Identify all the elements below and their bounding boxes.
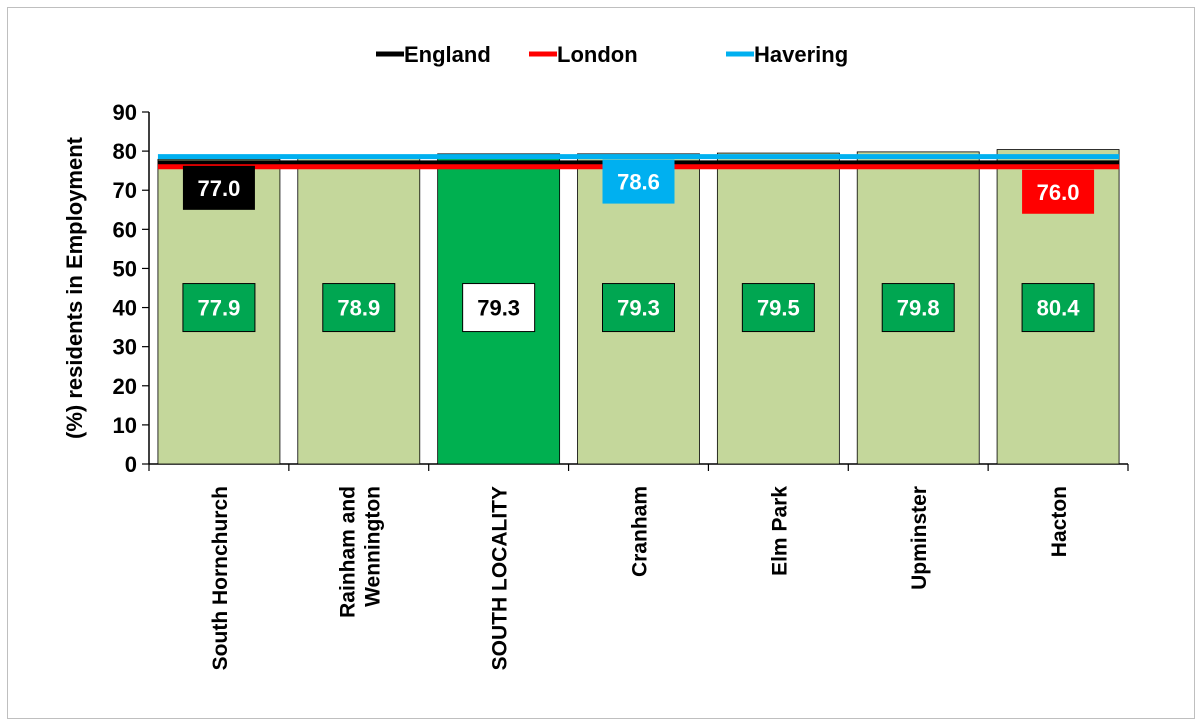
category-labels: South Hornchurch Rainham and Wennington SOU… — [209, 486, 1071, 671]
data-label: 79.8 — [897, 296, 940, 321]
data-label: 77.9 — [198, 296, 241, 321]
category-label: Rainham and — [336, 486, 359, 618]
y-tick-label: 50 — [113, 256, 137, 281]
y-tick-label: 60 — [113, 217, 137, 242]
data-label-box — [741, 283, 815, 333]
y-tick-label: 0 — [125, 452, 137, 477]
chart-frame: England London Havering 0 10 20 30 40 50 60 70 80 9… — [7, 7, 1195, 719]
data-label-box — [182, 283, 256, 333]
legend-label-england: England — [404, 42, 491, 67]
legend-label-havering: Havering — [754, 42, 848, 67]
y-axis-title: (%) residents in Employment — [62, 136, 87, 439]
ref-label-havering: 78.6 — [617, 170, 660, 195]
category-label: Wennington — [361, 486, 384, 607]
ref-label-london: 76.0 — [1037, 180, 1080, 205]
data-label-box — [881, 283, 955, 333]
data-label: 78.9 — [337, 296, 380, 321]
bar-chart: England London Havering 0 10 20 30 40 50 60 70 80 9… — [62, 42, 1129, 671]
data-labels: 77.9 78.9 79.3 79.3 79.5 79.8 80.4 77.0 76.0 78.6 — [182, 159, 1095, 333]
legend: England London Havering — [376, 42, 848, 67]
y-tick-label: 20 — [113, 374, 137, 399]
category-label: Cranham — [629, 486, 652, 577]
ref-label-box-england — [182, 165, 255, 210]
category-label: SOUTH LOCALITY — [489, 486, 512, 670]
y-tick-label: 10 — [113, 413, 137, 438]
category-label: Hacton — [1048, 486, 1071, 557]
ref-label-box-london — [1022, 169, 1095, 214]
data-label-box — [322, 283, 396, 333]
category-label: Upminster — [908, 486, 931, 590]
y-tick-label: 80 — [113, 139, 137, 164]
data-label: 80.4 — [1037, 296, 1081, 321]
data-label-box — [1021, 283, 1095, 333]
data-label-box — [462, 283, 536, 333]
data-label: 79.3 — [617, 296, 660, 321]
ref-label-box-havering — [602, 159, 675, 204]
ref-label-england: 77.0 — [198, 176, 241, 201]
data-label: 79.3 — [477, 296, 520, 321]
y-tick-label: 70 — [113, 178, 137, 203]
data-label: 79.5 — [757, 296, 800, 321]
legend-label-london: London — [557, 42, 638, 67]
y-tick-label: 30 — [113, 335, 137, 360]
y-tick-label: 90 — [113, 100, 137, 125]
category-label: Elm Park — [768, 486, 791, 576]
data-label-box — [602, 283, 675, 333]
category-label: South Hornchurch — [209, 486, 232, 670]
y-tick-label: 40 — [113, 296, 137, 321]
